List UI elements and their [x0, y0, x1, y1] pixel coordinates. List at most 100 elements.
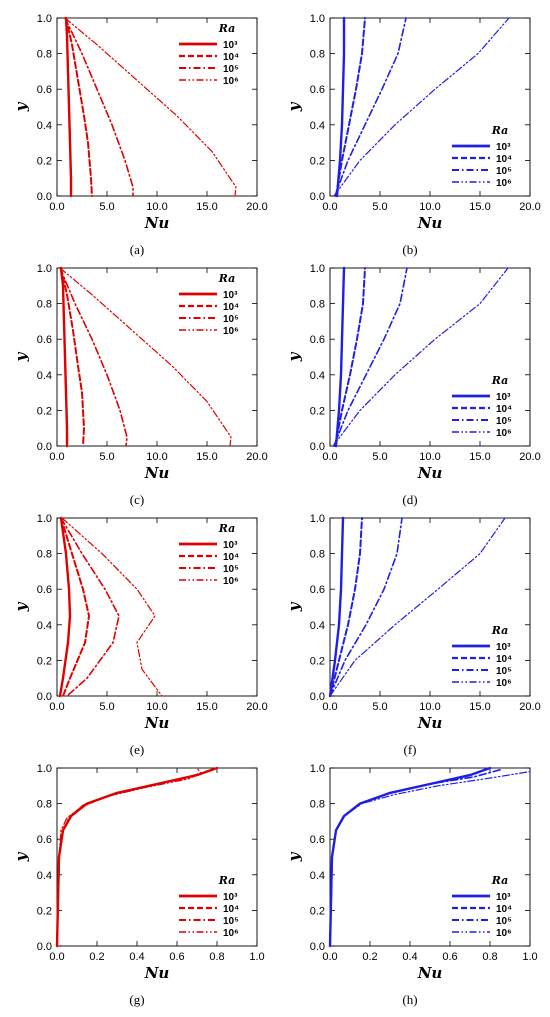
series-line — [328, 766, 492, 948]
y-tick-label: 0.0 — [310, 191, 325, 203]
panel-caption: (g) — [129, 992, 144, 1007]
y-tick-label: 1.0 — [37, 763, 52, 775]
series-line — [59, 266, 69, 448]
y-axis-label: y — [285, 351, 303, 362]
x-tick-label: 10.0 — [146, 701, 167, 713]
y-tick-label: 0.6 — [37, 584, 52, 596]
x-tick-label: 15.0 — [469, 451, 490, 463]
x-tick-label: 0.8 — [209, 951, 224, 963]
x-axis-label: Nu — [417, 464, 443, 482]
series-line — [329, 517, 363, 697]
x-axis-label: Nu — [417, 964, 443, 982]
legend-label: 10⁵ — [223, 64, 239, 75]
series-line — [60, 517, 90, 697]
x-tick-label: 20.0 — [246, 451, 267, 463]
legend-label: 10⁴ — [223, 52, 239, 63]
series-line — [335, 17, 366, 197]
legend-title: Ra — [218, 522, 236, 535]
series-line — [56, 767, 202, 947]
x-tick-label: 5.0 — [372, 201, 387, 213]
legend-label: 10⁵ — [223, 916, 239, 927]
chart-panel: 0.0 5.0 10.0 15.0 20.0 0.0 0.2 0.4 0.6 0.8 1.0 Nu y (… — [285, 263, 541, 507]
x-tick-label: 10.0 — [419, 701, 440, 713]
legend-label: 10⁶ — [496, 928, 512, 939]
legend-title: Ra — [218, 272, 236, 285]
panel-caption: (c) — [130, 492, 144, 507]
series-line — [329, 767, 491, 947]
legend-label: 10⁶ — [223, 326, 239, 337]
y-tick-label: 0.2 — [37, 655, 52, 667]
x-tick-label: 15.0 — [469, 701, 490, 713]
series-line — [333, 17, 510, 197]
legend-label: 10³ — [223, 40, 238, 51]
legend-label: 10³ — [496, 392, 511, 403]
y-tick-label: 0.2 — [37, 405, 52, 417]
x-axis-label: Nu — [144, 214, 170, 232]
x-tick-label: 10.0 — [419, 201, 440, 213]
y-tick-label: 0.0 — [310, 441, 325, 453]
chart-panel: 0.0 5.0 10.0 15.0 20.0 0.0 0.2 0.4 0.6 0.8 1.0 Nu y (… — [12, 513, 268, 757]
legend-label: 10⁴ — [496, 654, 512, 665]
series-line — [329, 517, 403, 697]
x-tick-label: 0.6 — [169, 951, 184, 963]
legend-label: 10⁶ — [496, 178, 512, 189]
y-tick-label: 0.0 — [37, 441, 52, 453]
y-tick-label: 0.4 — [310, 620, 325, 632]
chart-panel: 0.0 5.0 10.0 15.0 20.0 0.0 0.2 0.4 0.6 0.8 1.0 Nu y (… — [12, 263, 268, 507]
chart-panel: 0.0 5.0 10.0 15.0 20.0 0.0 0.2 0.4 0.6 0.8 1.0 Nu y (… — [285, 13, 541, 257]
legend-title: Ra — [218, 22, 236, 35]
x-tick-label: 20.0 — [519, 451, 540, 463]
y-tick-label: 0.8 — [37, 299, 52, 311]
series-line — [329, 768, 501, 947]
x-axis-label: Nu — [144, 964, 170, 982]
x-tick-label: 15.0 — [196, 701, 217, 713]
x-tick-label: 0.8 — [482, 951, 497, 963]
chart-panel: 0.0 0.2 0.4 0.6 0.8 1.0 0.0 0.2 0.4 0.6 0.8 1.0 Nu y (… — [12, 763, 265, 1007]
y-axis-label: y — [285, 101, 303, 112]
legend-title: Ra — [491, 374, 509, 387]
legend-title: Ra — [491, 124, 509, 137]
y-tick-label: 0.6 — [310, 584, 325, 596]
panel-caption: (b) — [402, 242, 417, 257]
y-tick-label: 0.4 — [37, 870, 52, 882]
legend-label: 10⁵ — [496, 416, 512, 427]
y-tick-label: 0.4 — [37, 620, 52, 632]
y-tick-label: 1.0 — [37, 263, 52, 275]
x-tick-label: 5.0 — [372, 701, 387, 713]
x-tick-label: 1.0 — [249, 951, 264, 963]
legend-label: 10⁵ — [223, 314, 239, 325]
x-tick-label: 5.0 — [372, 451, 387, 463]
x-tick-label: 20.0 — [246, 201, 267, 213]
legend-label: 10⁴ — [496, 154, 512, 165]
y-tick-label: 0.8 — [310, 549, 325, 561]
y-tick-label: 0.2 — [37, 905, 52, 917]
y-axis-label: y — [12, 101, 30, 112]
series-line — [56, 767, 218, 947]
x-tick-label: 15.0 — [469, 201, 490, 213]
series-line — [56, 767, 218, 947]
panel-caption: (a) — [130, 242, 144, 257]
legend-label: 10³ — [223, 540, 238, 551]
y-tick-label: 0.6 — [37, 84, 52, 96]
y-tick-label: 0.2 — [310, 155, 325, 167]
x-tick-label: 15.0 — [196, 451, 217, 463]
series-line — [334, 17, 407, 197]
series-line — [333, 267, 408, 447]
legend-label: 10⁶ — [223, 76, 239, 87]
legend-label: 10⁵ — [496, 666, 512, 677]
x-tick-label: 5.0 — [99, 451, 114, 463]
y-tick-label: 1.0 — [37, 513, 52, 525]
legend-label: 10⁵ — [496, 166, 512, 177]
series-line — [334, 267, 366, 447]
series-line — [335, 16, 346, 198]
y-tick-label: 0.0 — [310, 691, 325, 703]
legend-label: 10⁴ — [223, 904, 239, 915]
x-tick-label: 0.4 — [402, 951, 417, 963]
x-axis-label: Nu — [144, 464, 170, 482]
y-tick-label: 0.2 — [37, 155, 52, 167]
y-tick-label: 1.0 — [310, 263, 325, 275]
y-tick-label: 0.2 — [310, 405, 325, 417]
legend-label: 10⁶ — [223, 576, 239, 587]
x-tick-label: 10.0 — [146, 451, 167, 463]
